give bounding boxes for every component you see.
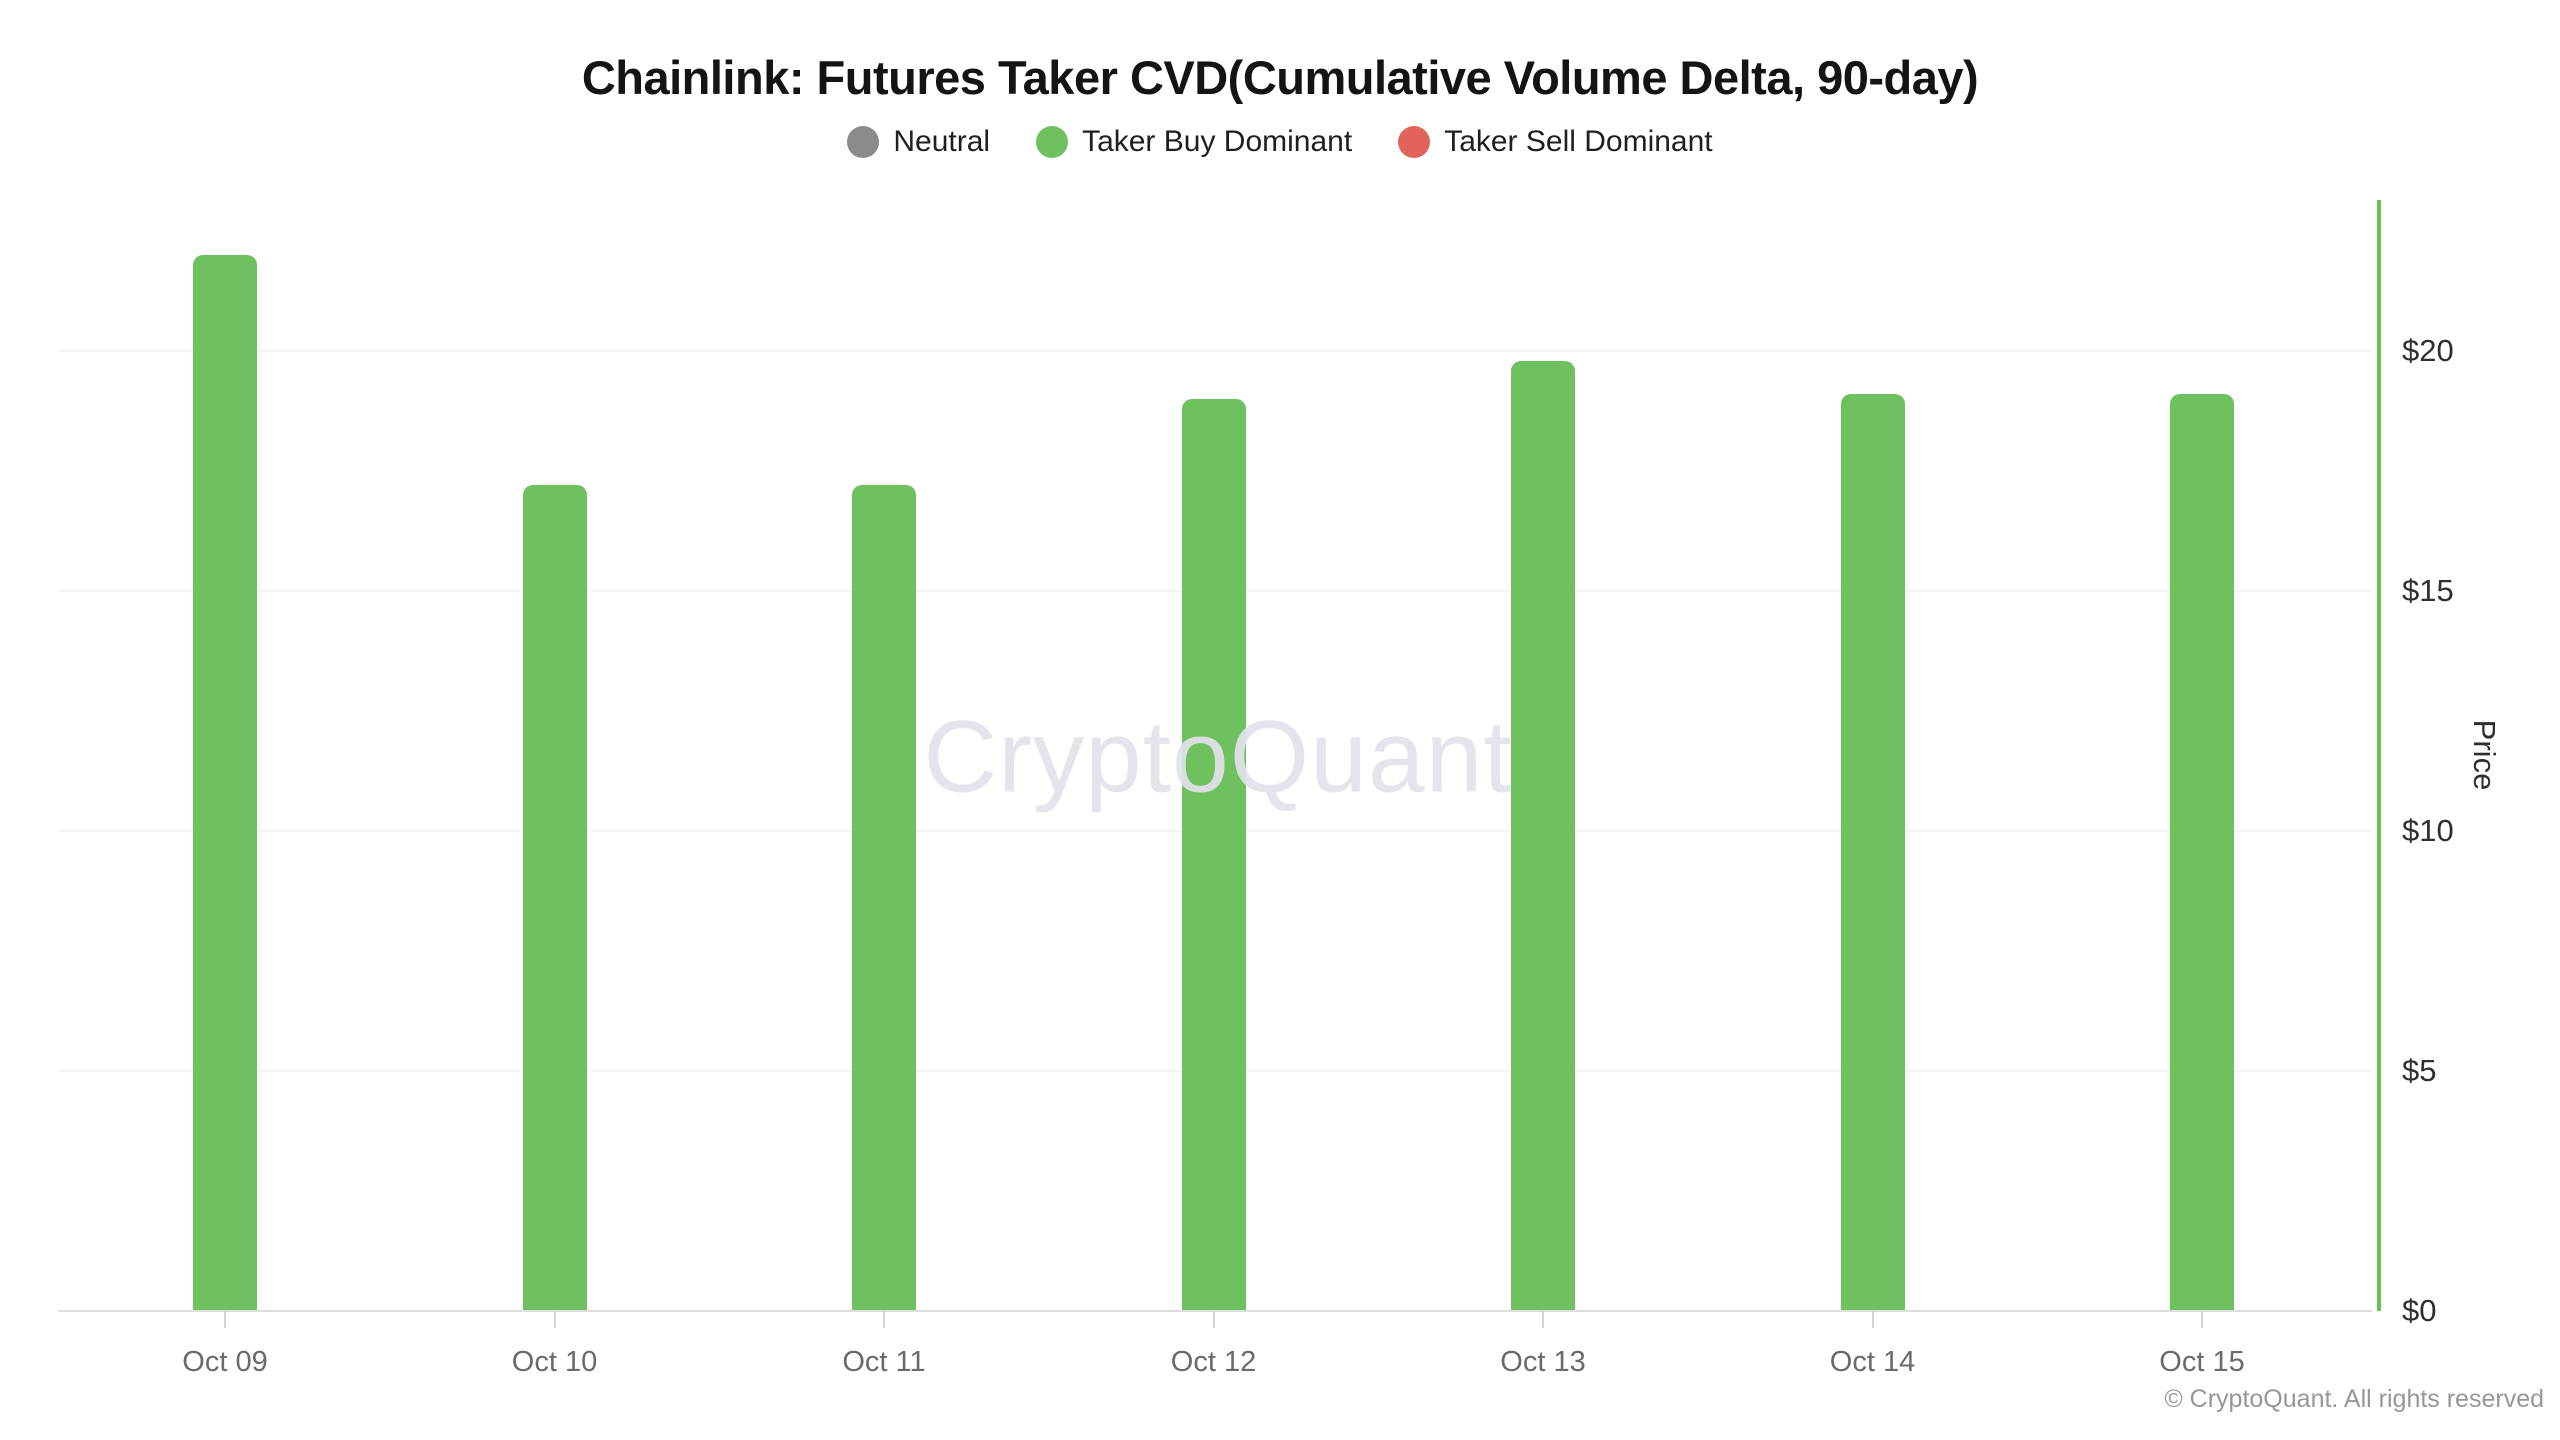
x-tick-label-oct-14: Oct 14 (1829, 1346, 1916, 1378)
chart-title: Chainlink: Futures Taker CVD(Cumulative … (581, 51, 1979, 104)
bar-oct-15[interactable] (2170, 394, 2234, 1311)
x-tick-oct-12 (1212, 1311, 1215, 1328)
x-tick-oct-14 (1871, 1311, 1874, 1328)
x-tick-oct-11 (883, 1311, 885, 1328)
y-tick-label-10: $10 (2402, 813, 2454, 848)
legend-item-label: Neutral (893, 125, 991, 158)
x-tick-label-oct-13: Oct 13 (1500, 1346, 1586, 1378)
x-tick-oct-10 (553, 1311, 556, 1328)
neutral-dot-icon (847, 126, 880, 158)
x-tick-label-oct-10: Oct 10 (511, 1346, 598, 1378)
legend-item-taker-sell-dominant[interactable]: Taker Sell Dominant (1398, 125, 1713, 159)
legend-item-label: Taker Sell Dominant (1444, 125, 1713, 158)
gridline-20 (58, 350, 2372, 352)
bar-oct-13[interactable] (1511, 360, 1575, 1311)
legend: Neutral Taker Buy Dominant Taker Sell Domi… (0, 120, 2560, 164)
bar-oct-14[interactable] (1840, 394, 1905, 1311)
bar-oct-09[interactable] (193, 255, 257, 1311)
x-tick-label-oct-15: Oct 15 (2159, 1346, 2245, 1378)
bar-oct-10[interactable] (522, 485, 587, 1311)
price-axis-line (2377, 200, 2381, 1311)
x-tick-label-oct-09: Oct 09 (182, 1346, 268, 1378)
legend-item-label: Taker Buy Dominant (1082, 125, 1353, 158)
y-tick-label-15: $15 (2402, 573, 2454, 608)
y-tick-label-5: $5 (2402, 1053, 2437, 1088)
x-tick-label-oct-11: Oct 11 (842, 1346, 926, 1378)
x-tick-oct-09 (224, 1311, 226, 1328)
bar-oct-12[interactable] (1181, 399, 1246, 1311)
legend-item-neutral[interactable]: Neutral (847, 125, 990, 159)
bar-oct-11[interactable] (852, 485, 916, 1311)
y-tick-label-0: $0 (2402, 1293, 2437, 1328)
taker-sell-dominant-dot-icon (1398, 126, 1431, 158)
legend-item-taker-buy-dominant[interactable]: Taker Buy Dominant (1036, 125, 1352, 159)
x-tick-label-oct-12: Oct 12 (1170, 1346, 1257, 1378)
taker-buy-dominant-dot-icon (1036, 126, 1069, 158)
x-axis-baseline (58, 1310, 2372, 1312)
x-tick-oct-15 (2201, 1311, 2203, 1328)
copyright-text: © CryptoQuant. All rights reserved (2164, 1385, 2544, 1413)
x-tick-oct-13 (1542, 1311, 1544, 1328)
y-axis-title: Price (2467, 719, 2502, 791)
y-tick-label-20: $20 (2402, 333, 2454, 368)
